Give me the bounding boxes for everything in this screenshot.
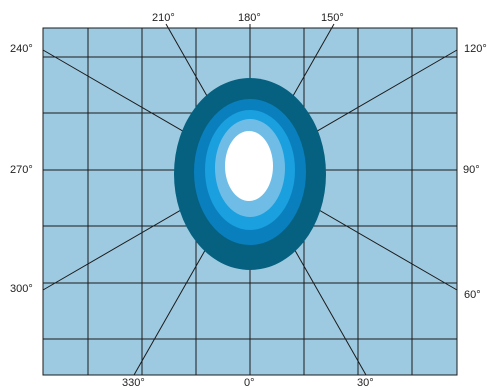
angle-label-270: 270° [10, 164, 33, 176]
angle-label-300: 300° [10, 283, 33, 295]
angle-label-210: 210° [152, 12, 175, 24]
angle-label-60: 60° [464, 289, 481, 301]
intensity-rings [174, 78, 326, 270]
angle-label-180: 180° [238, 12, 261, 24]
angle-labels: 210° 180° 150° 240° 120° 270° 90° 300° 6… [10, 12, 487, 387]
angle-label-90: 90° [463, 164, 480, 176]
angle-label-150: 150° [321, 12, 344, 24]
angle-label-30: 30° [357, 377, 374, 387]
angle-label-330: 330° [122, 377, 145, 387]
angle-label-0: 0° [244, 377, 255, 387]
ring-core [225, 131, 273, 201]
angle-label-120: 120° [464, 43, 487, 55]
angle-label-240: 240° [10, 43, 33, 55]
